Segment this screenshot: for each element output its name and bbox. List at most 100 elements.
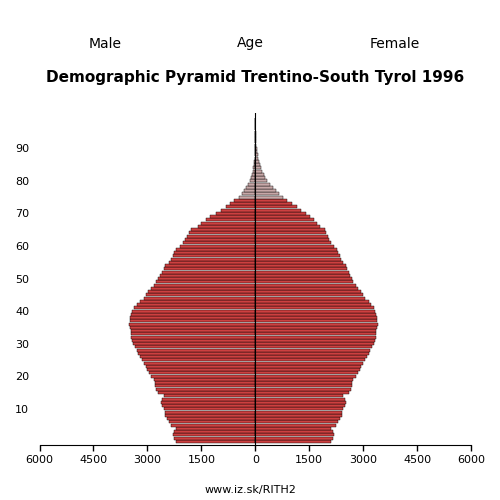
Bar [256, 410, 342, 414]
Bar [171, 424, 256, 426]
Title: Demographic Pyramid Trentino-South Tyrol 1996: Demographic Pyramid Trentino-South Tyrol… [46, 70, 465, 85]
Bar [254, 163, 256, 166]
Bar [256, 398, 345, 400]
Bar [250, 180, 256, 182]
Bar [146, 365, 256, 368]
Bar [256, 222, 317, 224]
Bar [144, 362, 256, 364]
Bar [131, 336, 256, 338]
Bar [132, 339, 256, 342]
Bar [256, 378, 353, 381]
Bar [216, 212, 256, 215]
Bar [256, 186, 272, 189]
Bar [256, 150, 257, 153]
Bar [256, 254, 340, 258]
Bar [130, 326, 256, 329]
Bar [256, 160, 259, 163]
Bar [132, 310, 256, 312]
Bar [256, 287, 358, 290]
Bar [256, 232, 326, 234]
Bar [256, 274, 350, 277]
Bar [256, 408, 344, 410]
Bar [130, 322, 256, 326]
Bar [154, 378, 256, 381]
Bar [256, 264, 346, 267]
Text: Age: Age [236, 36, 264, 51]
Bar [162, 404, 256, 407]
Bar [256, 261, 342, 264]
Bar [166, 414, 256, 417]
Bar [256, 424, 336, 426]
Bar [167, 417, 256, 420]
Bar [256, 440, 331, 443]
Bar [164, 408, 256, 410]
Bar [256, 258, 341, 260]
Bar [256, 355, 366, 358]
Bar [256, 199, 288, 202]
Bar [256, 322, 378, 326]
Bar [252, 176, 256, 179]
Bar [158, 391, 256, 394]
Bar [256, 176, 266, 179]
Bar [256, 414, 342, 417]
Bar [256, 332, 376, 336]
Bar [162, 270, 256, 274]
Bar [256, 310, 375, 312]
Bar [254, 160, 256, 163]
Bar [174, 251, 256, 254]
Bar [254, 156, 256, 160]
Bar [166, 264, 256, 267]
Bar [164, 394, 256, 398]
Bar [174, 436, 256, 440]
Text: Male: Male [88, 36, 122, 51]
Bar [256, 251, 338, 254]
Bar [256, 434, 334, 436]
Bar [256, 306, 374, 310]
Bar [256, 368, 360, 371]
Bar [189, 232, 256, 234]
Bar [187, 235, 256, 238]
Bar [130, 316, 256, 319]
Bar [248, 182, 256, 186]
Bar [176, 248, 256, 251]
Bar [256, 436, 332, 440]
Bar [142, 358, 256, 362]
Bar [138, 352, 256, 355]
Bar [160, 274, 256, 277]
Bar [256, 401, 346, 404]
Bar [256, 294, 363, 296]
Bar [256, 420, 338, 424]
Bar [140, 355, 256, 358]
Bar [148, 368, 256, 371]
Bar [252, 173, 256, 176]
Bar [226, 206, 256, 208]
Bar [161, 401, 256, 404]
Bar [256, 235, 328, 238]
Bar [256, 404, 345, 407]
Bar [256, 313, 376, 316]
Bar [256, 192, 279, 196]
Bar [174, 430, 256, 433]
Bar [254, 154, 256, 156]
Bar [256, 290, 360, 293]
Bar [206, 218, 256, 222]
Bar [148, 290, 256, 293]
Bar [256, 339, 374, 342]
Bar [256, 218, 314, 222]
Bar [238, 196, 256, 198]
Bar [254, 166, 256, 170]
Bar [256, 362, 363, 364]
Bar [135, 346, 256, 348]
Bar [151, 374, 256, 378]
Bar [154, 284, 256, 286]
Bar [256, 182, 270, 186]
Bar [256, 296, 365, 300]
Bar [130, 320, 256, 322]
Bar [133, 342, 256, 345]
Bar [256, 277, 352, 280]
Bar [176, 440, 256, 443]
Bar [136, 303, 256, 306]
Bar [171, 258, 256, 260]
Text: www.iz.sk/RITH2: www.iz.sk/RITH2 [204, 484, 296, 494]
Bar [256, 189, 276, 192]
